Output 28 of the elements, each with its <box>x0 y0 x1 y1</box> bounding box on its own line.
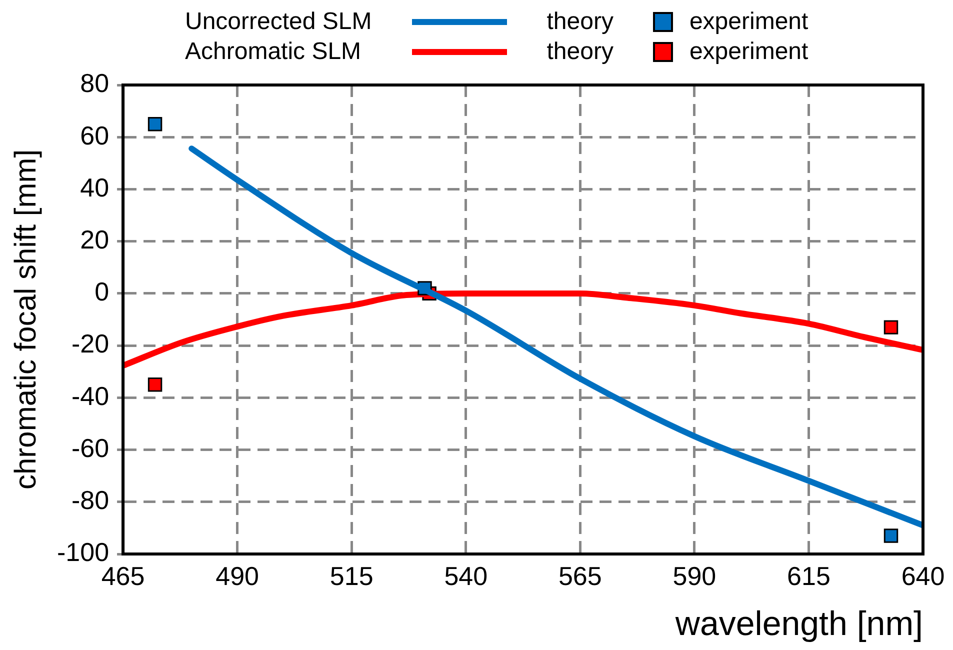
y-tick-label: -20 <box>71 328 110 359</box>
y-tick-label: -40 <box>71 380 110 411</box>
x-tick-label: 515 <box>330 560 374 591</box>
legend-label: experiment <box>688 8 808 36</box>
y-axis-title: chromatic focal shift [mm] <box>9 149 42 490</box>
x-tick-label: 590 <box>672 560 716 591</box>
x-tick-label: 490 <box>216 560 260 591</box>
y-tick-label: -60 <box>71 432 110 463</box>
legend-label: theory <box>546 38 614 66</box>
x-tick-label: 615 <box>787 560 830 591</box>
y-tick-label: -80 <box>71 485 110 516</box>
point <box>148 116 162 132</box>
y-tick-label: 40 <box>80 172 110 202</box>
y-tick-label: 0 <box>94 276 110 307</box>
x-axis-title: wavelength [nm] <box>674 604 923 643</box>
text: Uncorrected SLM <box>185 8 372 36</box>
x-tick-label: 540 <box>444 560 488 591</box>
y-tick-label: 60 <box>80 120 110 150</box>
x-tick-label: 565 <box>558 560 602 591</box>
y-tick-label: 20 <box>80 224 110 255</box>
point <box>148 378 162 392</box>
x-tick-label: 640 <box>901 560 945 591</box>
point <box>884 528 898 543</box>
point <box>884 320 898 334</box>
text: Achromatic SLM <box>185 38 362 66</box>
legend-label: experiment <box>688 38 808 66</box>
legend-label: theory <box>546 8 614 36</box>
y-tick-label: 80 <box>80 68 110 98</box>
